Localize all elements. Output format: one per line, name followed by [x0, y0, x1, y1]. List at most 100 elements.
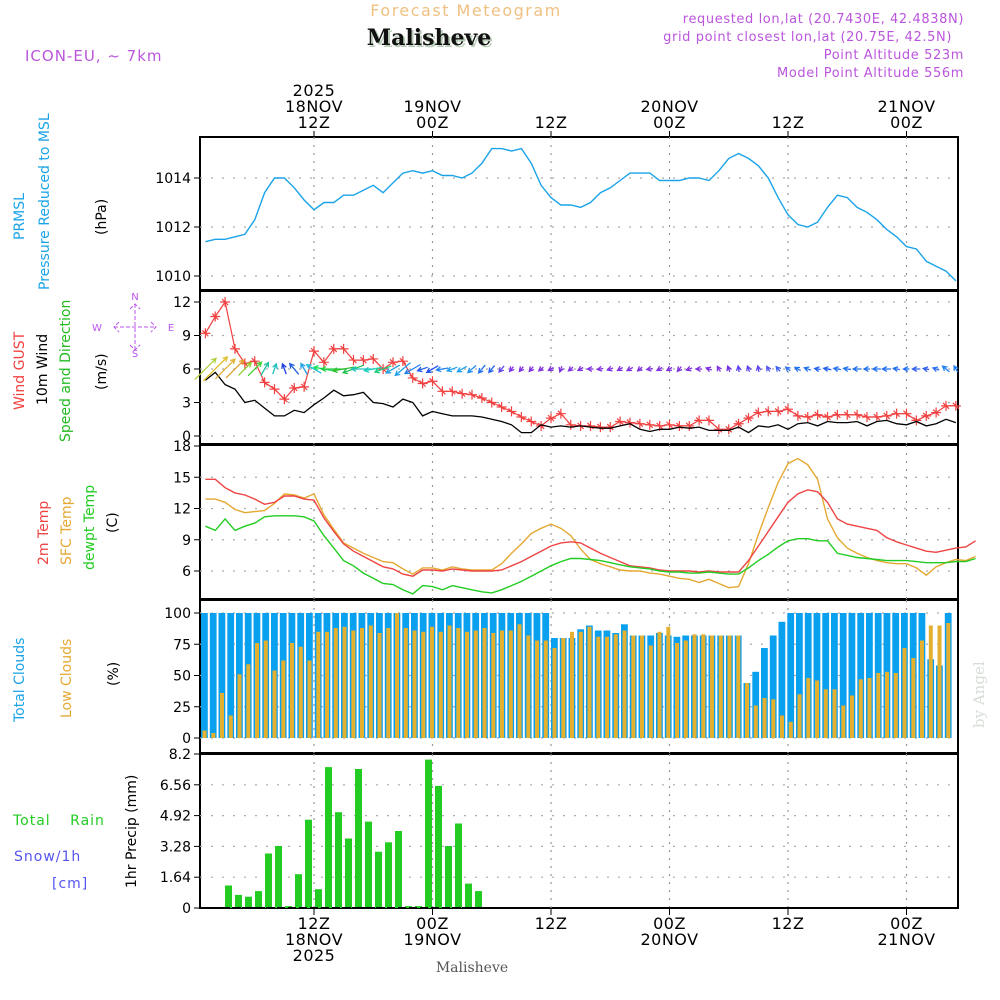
low-cloud-bar [858, 679, 863, 739]
total-clouds-label: Total Clouds [12, 638, 28, 723]
total-cloud-bar [227, 613, 235, 738]
rain-bar [395, 831, 402, 908]
gust-marker [862, 412, 872, 423]
gust-marker [931, 407, 942, 418]
bottom-tick-label: 00Z [416, 914, 449, 933]
compass-w: W [92, 323, 102, 334]
total-cloud-bar [787, 613, 795, 738]
wind-direction-arrow [508, 366, 515, 373]
gust-marker [941, 400, 951, 411]
wind-direction-arrow [704, 366, 713, 373]
gust-marker [210, 311, 221, 322]
low-cloud-bar [727, 635, 732, 738]
wind-direction-arrow [596, 365, 604, 372]
total-cloud-bar [866, 613, 873, 738]
low-cloud-bar [893, 673, 898, 738]
low-cloud-bar [500, 630, 504, 738]
top-tick-label: 00Z [653, 113, 686, 132]
low-cloud-bar [622, 630, 627, 738]
wind-direction-arrow [911, 366, 921, 372]
low-cloud-bar [946, 623, 951, 738]
low-cloud-bar [885, 671, 889, 739]
gust-marker [299, 381, 310, 392]
wind-direction-arrow [803, 366, 812, 372]
gust-marker [783, 404, 793, 415]
wind-direction-arrow [694, 366, 703, 372]
cloud-labels: Total Clouds Low Clouds (%) [12, 638, 122, 723]
rain-bar [275, 846, 282, 908]
model-altitude: Model Point Altitude 556m [777, 66, 964, 81]
top-tick-label: 12Z [535, 113, 568, 132]
wind-direction-arrow [625, 366, 634, 372]
rain-bar [475, 891, 482, 908]
y-tick-label: 3 [182, 396, 191, 412]
gust-marker [842, 409, 853, 420]
wind-direction-arrow [373, 365, 392, 374]
rain-bar [425, 759, 432, 908]
gust-marker [486, 397, 497, 408]
top-tick-label: 18NOV [285, 97, 343, 116]
low-cloud-bar [823, 689, 828, 739]
y-tick-label: 9 [182, 329, 191, 345]
low-cloud-bar [517, 624, 522, 739]
low-cloud-bar [666, 626, 671, 739]
low-cloud-bar [736, 635, 741, 738]
gust-marker [555, 408, 566, 419]
low-cloud-bar [876, 673, 881, 738]
gust-marker [901, 408, 912, 419]
wind-direction-arrow [813, 366, 821, 373]
pressure-labels: PRMSL Pressure Reduced to MSL (hPa) [12, 113, 110, 290]
supertitle: Forecast Meteogram [370, 1, 561, 20]
low-cloud-bar [718, 635, 723, 738]
low-cloud-bar [867, 678, 872, 738]
rain-bar [415, 906, 422, 908]
low-cloud-bar [447, 625, 452, 738]
low-cloud-bar [316, 631, 321, 739]
low-cloud-bar [710, 635, 714, 738]
wind-direction-arrow [567, 366, 574, 372]
panel-wind: 0 3 6 9 12 [173, 290, 959, 445]
gust-marker [259, 377, 270, 388]
low-cloud-bar [648, 645, 653, 738]
rain-bar [335, 812, 342, 908]
low-clouds-label: Low Clouds [59, 639, 75, 718]
wind-speed-line [204, 371, 957, 434]
rain-bar [375, 851, 382, 908]
wind-direction-arrow [456, 365, 468, 373]
wind-direction-arrow [518, 366, 525, 373]
wind-direction-arrow [394, 362, 411, 377]
low-cloud-bar [753, 705, 758, 738]
top-tick-label: 2025 [293, 81, 336, 100]
wind-direction-arrow [260, 361, 270, 376]
temperature-labels: 2m Temp SFC Temp dewpt Temp (C) [36, 485, 121, 570]
temp2m-line [205, 478, 976, 577]
wind-direction-arrow [892, 366, 901, 373]
wind-direction-arrow [385, 364, 401, 374]
total-cloud-bar [839, 613, 847, 738]
wind-direction-arrow [498, 365, 505, 374]
gust-marker [437, 386, 448, 397]
low-cloud-bar [237, 674, 242, 739]
top-tick-label: 19NOV [403, 97, 461, 116]
gust-marker [644, 419, 655, 430]
total-cloud-bar [761, 648, 768, 738]
gust-marker [704, 415, 714, 426]
rain-bar [325, 767, 332, 908]
gust-marker [476, 393, 487, 404]
low-cloud-bar [421, 631, 426, 739]
ms-label: (m/s) [94, 353, 110, 390]
y-tick-label: 1012 [155, 220, 191, 236]
dewpt-label: dewpt Temp [82, 485, 98, 570]
low-cloud-bar [928, 625, 933, 738]
low-cloud-bar [701, 634, 706, 739]
gust-marker [763, 406, 774, 417]
gust-marker [496, 401, 507, 412]
watermark: by Angel [970, 661, 988, 728]
bottom-tick-label: 12Z [535, 914, 568, 933]
low-cloud-bar [911, 658, 916, 738]
low-cloud-bar [797, 694, 802, 739]
bottom-tick-label: 12Z [772, 914, 805, 933]
total-cloud-bar [822, 613, 830, 738]
total-cloud-bar [804, 613, 812, 738]
